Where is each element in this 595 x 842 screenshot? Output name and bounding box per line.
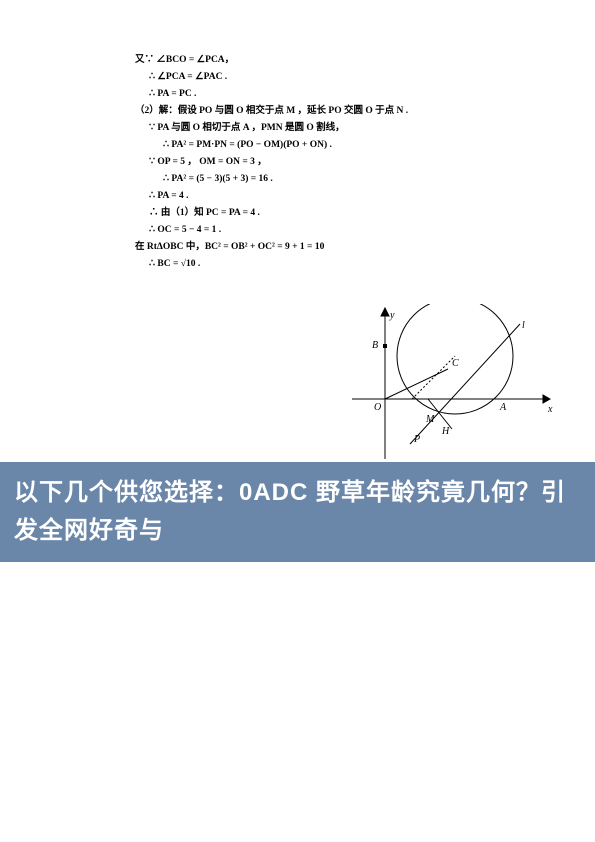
label-P: P [413,434,420,445]
proof-line: ∴ PA = 4 . [149,188,408,205]
chord-oc [385,369,448,399]
proof-line: ∴ PA² = PM·PN = (PO − OM)(PO + ON) . [163,137,408,154]
banner-text: 以下几个供您选择：0ADC 野草年龄究竟几何？引发全网好奇与 [14,474,581,550]
label-M: M [425,414,435,425]
proof-line: ∴ 由（1）知 PC = PA = 4 . [149,205,408,222]
label-H: H [441,426,450,437]
label-C: C [452,358,459,369]
proof-line: ∴ PA = PC . [149,86,408,103]
dashed-line [412,356,455,399]
geometry-diagram: y x O A B C P H M l [350,304,560,464]
label-y: y [389,310,395,321]
proof-line: ∴ OC = 5 − 4 = 1 . [149,222,408,239]
proof-line: 又∵ ∠BCO = ∠PCA， [135,52,408,69]
proof-line: ∵ OP = 5 ， OM = ON = 3 ， [149,154,408,171]
proof-line: ∵ PA 与圆 O 相切于点 A ，PMN 是圆 O 割线， [149,120,408,137]
label-B: B [372,340,378,351]
promo-banner: 以下几个供您选择：0ADC 野草年龄究竟几何？引发全网好奇与 [0,462,595,562]
proof-line: ∴ PA² = (5 − 3)(5 + 3) = 16 . [163,171,408,188]
label-A: A [499,402,507,413]
label-x: x [547,404,553,415]
proof-line: 在 RtΔOBC 中，BC² = OB² + OC² = 9 + 1 = 10 [135,239,408,256]
label-l: l [522,320,525,331]
proof-block: 又∵ ∠BCO = ∠PCA， ∴ ∠PCA = ∠PAC . ∴ PA = P… [135,52,408,273]
proof-line: （2）解：假设 PO 与圆 O 相交于点 M ，延长 PO 交圆 O 于点 N … [135,103,408,120]
x-arrow-icon [543,395,550,403]
proof-line: ∴ ∠PCA = ∠PAC . [149,69,408,86]
y-arrow-icon [381,308,389,316]
proof-line: ∴ BC = √10 . [149,256,408,273]
point-B [383,344,387,348]
label-O: O [374,402,381,413]
